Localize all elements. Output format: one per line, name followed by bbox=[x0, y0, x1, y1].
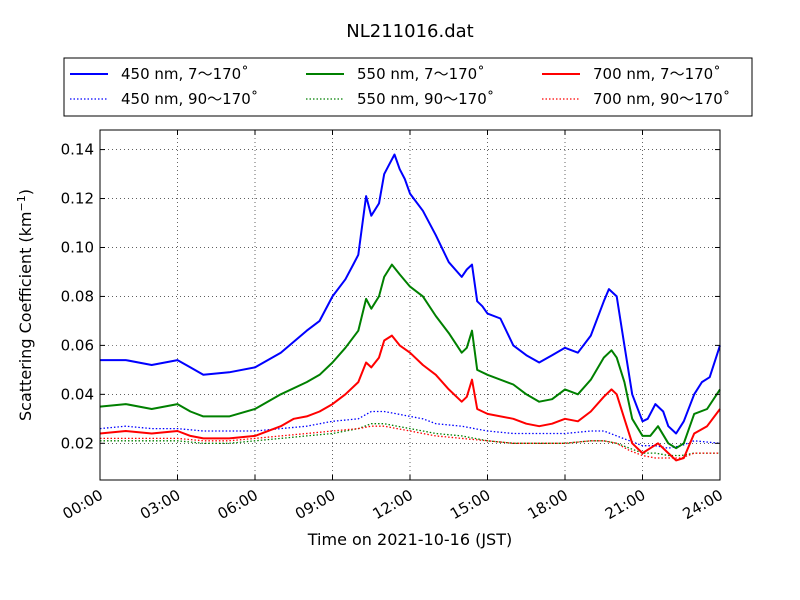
series-line-6 bbox=[100, 425, 720, 459]
y-tick-labels: 0.02 0.04 0.06 0.08 0.10 0.12 0.14 bbox=[61, 141, 94, 453]
series-line-1 bbox=[100, 153, 721, 435]
x-tick-label: 09:00 bbox=[292, 486, 338, 523]
y-tick-label: 0.10 bbox=[61, 238, 94, 256]
y-axis-label: Scattering Coefficient (km−1) bbox=[15, 189, 35, 421]
x-tick-label: 06:00 bbox=[215, 486, 261, 523]
series-line-4 bbox=[99, 410, 721, 449]
x-tick-labels: 00:00 03:00 06:00 09:00 12:00 15:00 18:00 21:00… bbox=[60, 486, 726, 523]
legend-label: 450 nm, 7～170˚ bbox=[121, 65, 249, 83]
legend: 450 nm, 7～170˚ 450 nm, 90～170˚ 550 nm, 7～1… bbox=[63, 57, 753, 117]
x-tick-label: 24:00 bbox=[680, 486, 726, 523]
y-tick-label: 0.06 bbox=[61, 336, 94, 354]
series-layer bbox=[99, 153, 721, 462]
y-tick-label: 0.04 bbox=[61, 385, 94, 403]
ticks bbox=[99, 130, 721, 480]
series-line-3 bbox=[99, 334, 721, 462]
series-line-2 bbox=[99, 263, 721, 450]
x-tick-label: 18:00 bbox=[525, 486, 571, 523]
y-axis-label-main: Scattering Coefficient (km bbox=[16, 211, 35, 421]
x-tick-label: 21:00 bbox=[602, 486, 648, 523]
legend-label: 700 nm, 7～170˚ bbox=[593, 65, 721, 83]
series-line-5 bbox=[100, 423, 720, 457]
y-axis-label-exponent: −1 bbox=[15, 195, 28, 211]
legend-box bbox=[63, 57, 753, 117]
y-tick-label: 0.02 bbox=[61, 434, 94, 452]
y-tick-label: 0.08 bbox=[61, 287, 94, 305]
x-tick-label: 03:00 bbox=[137, 486, 183, 523]
chart-title: NL211016.dat bbox=[346, 21, 473, 42]
y-tick-label: 0.12 bbox=[61, 190, 94, 208]
y-tick-label: 0.14 bbox=[61, 141, 94, 159]
x-tick-label: 00:00 bbox=[60, 486, 106, 523]
y-axis-label-close: ) bbox=[16, 189, 35, 195]
legend-label: 450 nm, 90～170˚ bbox=[121, 90, 258, 108]
x-tick-label: 15:00 bbox=[447, 486, 493, 523]
x-tick-label: 12:00 bbox=[370, 486, 416, 523]
x-axis-label: Time on 2021-10-16 (JST) bbox=[307, 530, 512, 549]
legend-label: 550 nm, 90～170˚ bbox=[357, 90, 494, 108]
legend-label: 700 nm, 90～170˚ bbox=[593, 90, 730, 108]
legend-label: 550 nm, 7～170˚ bbox=[357, 65, 485, 83]
